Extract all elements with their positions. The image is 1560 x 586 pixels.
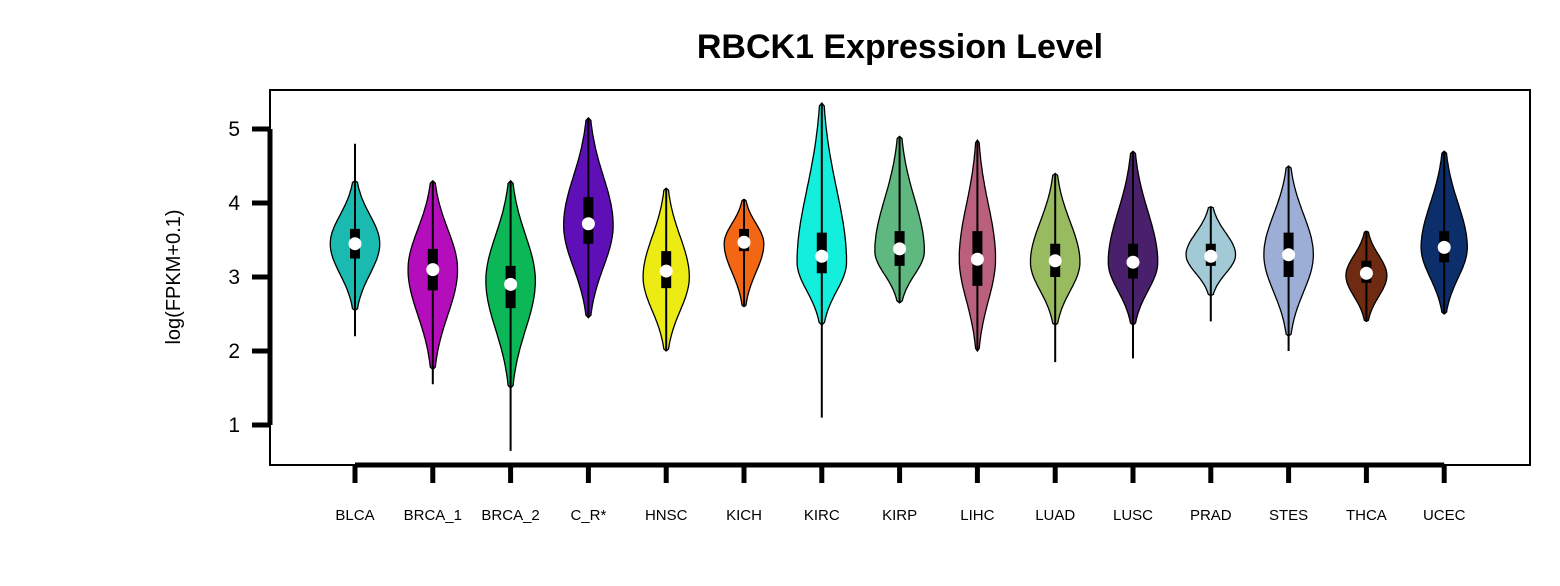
x-tick-label-lihc: LIHC xyxy=(960,507,994,524)
x-tick-label-kich: KICH xyxy=(726,507,762,524)
x-tick-label-brca-2: BRCA_2 xyxy=(481,507,539,524)
violin-median xyxy=(1359,266,1373,280)
violin-lihc xyxy=(958,138,997,353)
violin-median xyxy=(1204,249,1218,263)
violin-blca xyxy=(329,143,381,337)
x-tick-label-c-r-: C_R* xyxy=(570,507,606,524)
x-tick-label-stes: STES xyxy=(1269,507,1308,524)
x-tick-label-kirp: KIRP xyxy=(882,507,917,524)
violin-median xyxy=(504,277,518,291)
x-tick-label-ucec: UCEC xyxy=(1423,507,1466,524)
y-tick-label: 5 xyxy=(228,118,240,141)
violin-brca-1 xyxy=(407,179,459,385)
x-tick-label-luad: LUAD xyxy=(1035,507,1075,524)
violin-kich xyxy=(723,198,765,308)
violin-lusc xyxy=(1107,150,1159,359)
violin-median xyxy=(348,237,362,251)
violin-median xyxy=(737,235,751,249)
violin-brca-2 xyxy=(485,179,536,451)
violin-median xyxy=(1048,254,1062,268)
violin-thca xyxy=(1345,230,1388,323)
x-tick-labels: BLCA BRCA_1 BRCA_2 C_R* HNSC KICH KIRC KIRP LIHC… xyxy=(335,507,1465,524)
violins-layer xyxy=(329,102,1468,451)
y-axis: 1 2 3 4 5 xyxy=(228,118,273,437)
violin-median xyxy=(581,217,595,231)
violin-kirp xyxy=(874,135,925,304)
x-tick-label-blca: BLCA xyxy=(335,507,374,524)
violin-median xyxy=(1126,255,1140,269)
y-tick-label: 2 xyxy=(228,340,240,363)
x-tick-label-prad: PRAD xyxy=(1190,507,1232,524)
y-tick-label: 1 xyxy=(228,414,240,437)
violin-hnsc xyxy=(642,187,690,352)
violin-prad xyxy=(1185,205,1237,322)
violin-stes xyxy=(1263,165,1314,351)
violin-median xyxy=(970,252,984,266)
violin-median xyxy=(426,263,440,277)
x-tick-label-lusc: LUSC xyxy=(1113,507,1153,524)
violin-luad xyxy=(1029,172,1081,363)
x-axis xyxy=(352,462,1447,483)
x-tick-label-brca-1: BRCA_1 xyxy=(404,507,462,524)
violin-median xyxy=(1437,240,1451,254)
x-tick-label-kirc: KIRC xyxy=(804,507,840,524)
y-tick-label: 3 xyxy=(228,266,240,289)
violin-median xyxy=(815,249,829,263)
y-tick-label: 4 xyxy=(228,192,240,215)
chart-title: RBCK1 Expression Level xyxy=(697,28,1103,66)
violin-median xyxy=(659,264,673,278)
y-axis-label: log(FPKM+0.1) xyxy=(163,209,185,344)
violin-median xyxy=(1282,248,1296,262)
violin-ucec xyxy=(1420,150,1468,315)
x-tick-label-thca: THCA xyxy=(1346,507,1387,524)
x-tick-label-hnsc: HNSC xyxy=(645,507,688,524)
violin-c-r- xyxy=(563,116,614,319)
violin-kirc xyxy=(796,102,848,418)
violin-median xyxy=(893,242,907,256)
